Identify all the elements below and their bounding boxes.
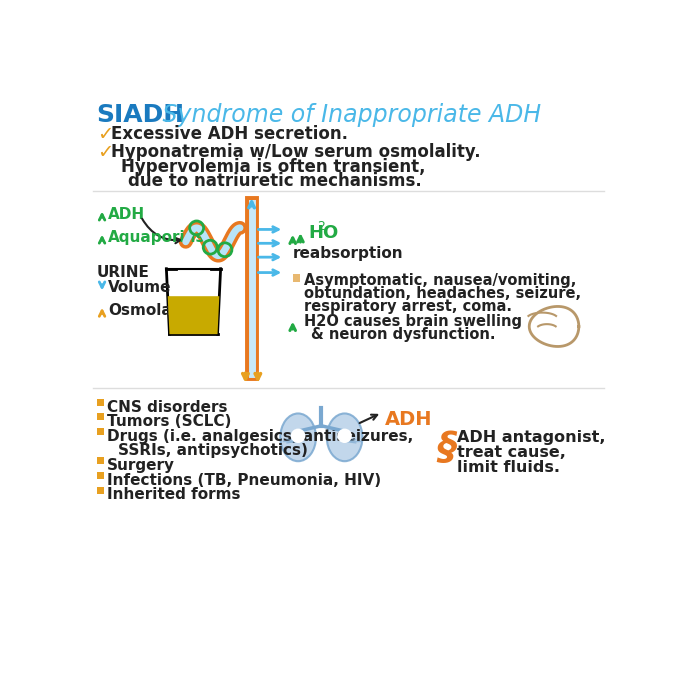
Text: Inherited forms: Inherited forms: [107, 488, 240, 503]
Text: Excessive ADH secretion.: Excessive ADH secretion.: [112, 126, 348, 143]
FancyBboxPatch shape: [97, 472, 103, 479]
Text: ADH: ADH: [108, 207, 146, 222]
FancyBboxPatch shape: [97, 399, 103, 406]
Text: Osmolality: Osmolality: [108, 303, 200, 318]
FancyBboxPatch shape: [97, 428, 103, 435]
FancyBboxPatch shape: [97, 458, 103, 464]
Text: & neuron dysfunction.: & neuron dysfunction.: [311, 326, 496, 341]
Polygon shape: [168, 296, 220, 334]
Text: ✓: ✓: [97, 126, 113, 144]
Text: treat cause,: treat cause,: [457, 445, 566, 460]
FancyBboxPatch shape: [97, 413, 103, 420]
Ellipse shape: [327, 413, 362, 461]
Text: respiratory arrest, coma.: respiratory arrest, coma.: [303, 299, 511, 313]
Text: due to natriuretic mechanisms.: due to natriuretic mechanisms.: [129, 171, 422, 190]
Text: URINE: URINE: [97, 265, 150, 280]
Ellipse shape: [280, 413, 316, 461]
Text: 2: 2: [318, 220, 325, 233]
Text: §: §: [438, 430, 457, 469]
Text: Surgery: Surgery: [107, 458, 175, 473]
Text: H2O causes brain swelling: H2O causes brain swelling: [303, 313, 522, 328]
Text: Syndrome of Inappropriate ADH: Syndrome of Inappropriate ADH: [155, 103, 541, 127]
Text: SIADH: SIADH: [97, 103, 185, 127]
Text: obtundation, headaches, seizure,: obtundation, headaches, seizure,: [303, 286, 581, 301]
FancyBboxPatch shape: [97, 487, 103, 494]
Text: limit fluids.: limit fluids.: [457, 460, 560, 475]
Text: O: O: [322, 224, 337, 241]
Text: H: H: [308, 224, 323, 241]
Text: Drugs (i.e. analgesics, antiseizures,: Drugs (i.e. analgesics, antiseizures,: [107, 429, 413, 444]
Text: Hypervolemia is often transient,: Hypervolemia is often transient,: [120, 158, 425, 176]
Circle shape: [339, 430, 351, 442]
Circle shape: [292, 430, 305, 442]
FancyBboxPatch shape: [292, 274, 301, 282]
Text: CNS disorders: CNS disorders: [107, 400, 227, 415]
Text: reabsorption: reabsorption: [292, 246, 403, 261]
Text: SSRIs, antipsychotics): SSRIs, antipsychotics): [118, 443, 307, 458]
Text: Asymptomatic, nausea/vomiting,: Asymptomatic, nausea/vomiting,: [303, 273, 576, 288]
Text: Hyponatremia w/Low serum osmolality.: Hyponatremia w/Low serum osmolality.: [112, 143, 481, 161]
Text: ADH antagonist,: ADH antagonist,: [457, 430, 605, 445]
Text: Infections (TB, Pneumonia, HIV): Infections (TB, Pneumonia, HIV): [107, 473, 381, 488]
Text: Tumors (SCLC): Tumors (SCLC): [107, 414, 231, 429]
Text: ✓: ✓: [97, 143, 113, 163]
Text: Volume: Volume: [108, 280, 172, 295]
Text: Aquaporins: Aquaporins: [108, 230, 206, 245]
Text: ADH: ADH: [385, 409, 432, 428]
